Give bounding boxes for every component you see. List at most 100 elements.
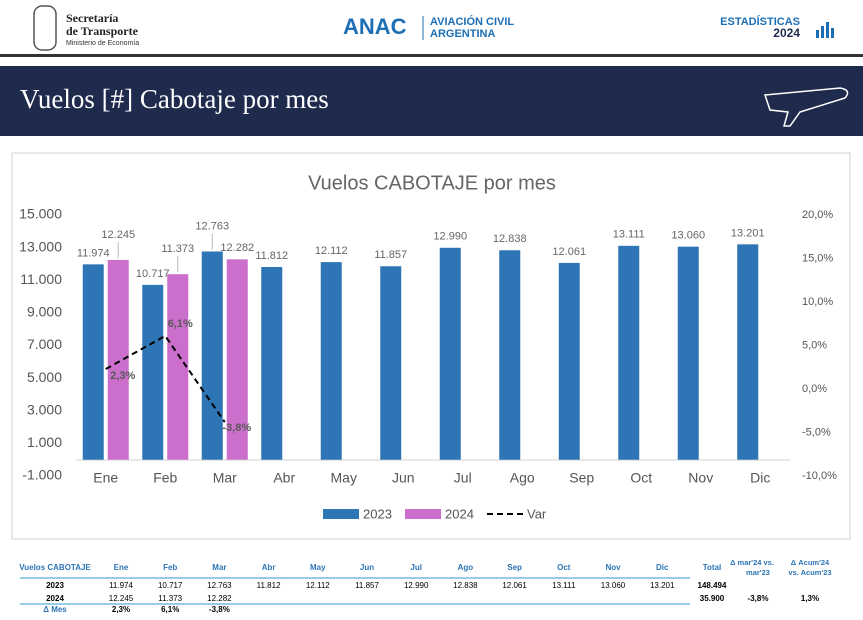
var-line [105, 334, 226, 423]
x-tick-label: May [331, 470, 357, 486]
legend-swatch [405, 509, 441, 519]
table-month: Feb [163, 563, 177, 572]
ministry-sub: Ministerio de Economía [66, 40, 139, 47]
total-2024: 35.900 [700, 594, 725, 603]
table-month: Mar [212, 563, 226, 572]
bar [201, 251, 223, 460]
header-rule [0, 54, 863, 57]
x-tick-label: Jun [392, 470, 415, 486]
y-tick-label: 13.000 [19, 238, 62, 254]
table-cell: 11.812 [257, 581, 281, 590]
x-tick-label: Abr [273, 470, 295, 486]
x-tick-label: Ago [510, 470, 535, 486]
bar [677, 246, 699, 460]
y-tick-label: 15.000 [19, 206, 62, 222]
table-cell: 12.990 [404, 581, 429, 590]
bar [107, 259, 129, 460]
bar [82, 264, 104, 460]
y-tick-label: -1.000 [22, 467, 62, 483]
y2-tick-label: 5,0% [802, 339, 827, 351]
x-tick-label: Dic [750, 470, 770, 486]
y-tick-label: 1.000 [27, 434, 62, 450]
data-label: 12.282 [220, 242, 254, 254]
data-label: 12.838 [493, 233, 527, 245]
table-cell: 12.763 [207, 581, 232, 590]
stats: ESTADÍSTICAS [720, 15, 800, 28]
ministry-line2: de Transporte [66, 24, 139, 38]
table-cell: 2,3% [112, 605, 130, 614]
acum-header: Δ Acum'24 [791, 558, 830, 567]
acum-2024: 1,3% [801, 594, 819, 603]
agency: ANAC [343, 14, 407, 39]
data-label: 11.974 [77, 247, 110, 259]
legend-label: Var [527, 506, 547, 521]
table-cell: 12.245 [109, 594, 134, 603]
bar [226, 259, 248, 460]
table-cell: 10.717 [158, 581, 183, 590]
data-label: 11.812 [255, 250, 288, 262]
delta-header: mar'23 [746, 568, 770, 577]
data-label: 13.111 [613, 229, 645, 241]
table-cell: 11.974 [109, 581, 133, 590]
data-label: 11.857 [374, 249, 407, 261]
x-tick-label: Jul [454, 470, 472, 486]
delta-2024: -3,8% [748, 594, 769, 603]
var-label: 2,3% [110, 370, 135, 382]
var-label: 6,1% [168, 318, 193, 330]
bar [167, 274, 189, 460]
data-label: 12.245 [101, 229, 135, 241]
data-label: 13.201 [731, 227, 765, 239]
table-row-label: 2023 [46, 581, 64, 590]
stats-year: 2024 [773, 26, 800, 40]
y2-tick-label: 10,0% [802, 296, 833, 308]
legend-label: 2024 [445, 506, 474, 521]
chart-title: Vuelos CABOTAJE por mes [308, 172, 556, 194]
table-month: Jun [360, 563, 374, 572]
plane-icon [763, 87, 849, 127]
table-row-label: 2024 [46, 594, 64, 603]
var-row-label: Δ Mes [43, 605, 67, 614]
y-tick-label: 9.000 [27, 304, 62, 320]
x-tick-label: Ene [93, 470, 118, 486]
bar [142, 284, 164, 460]
table-cell: 13.060 [601, 581, 626, 590]
y-tick-label: 11.000 [20, 271, 62, 287]
bar [261, 267, 283, 460]
table-month: Dic [656, 563, 669, 572]
stats-icon [816, 22, 834, 38]
y2-tick-label: 0,0% [802, 383, 827, 395]
data-label: 12.990 [433, 231, 467, 243]
legend-label: 2023 [363, 506, 392, 521]
table-month: Ene [114, 563, 129, 572]
acum-header: vs. Acum'23 [788, 568, 831, 577]
table-month: Sep [507, 563, 522, 572]
bar [439, 247, 461, 460]
bar [618, 245, 640, 460]
table-cell: -3,8% [209, 605, 230, 614]
table-cell: 6,1% [161, 605, 179, 614]
x-tick-label: Sep [569, 470, 594, 486]
table-label: Vuelos CABOTAJE [19, 563, 91, 572]
bar [499, 250, 521, 460]
data-label: 12.061 [552, 246, 586, 258]
total-header: Total [703, 563, 722, 572]
bar [737, 244, 759, 460]
table-month: Nov [605, 563, 621, 572]
agency-line1: AVIACIÓN CIVIL [430, 15, 514, 28]
table-cell: 12.112 [306, 581, 330, 590]
data-label: 12.112 [315, 245, 348, 257]
data-label: 10.717 [136, 268, 170, 280]
table-cell: 12.282 [207, 594, 232, 603]
var-label: -3,8% [222, 422, 251, 434]
agency-line2: ARGENTINA [430, 28, 495, 40]
table-month: Jul [410, 563, 422, 572]
table-cell: 12.061 [502, 581, 527, 590]
bar [320, 262, 342, 460]
y2-tick-label: 20,0% [802, 209, 833, 221]
coat-of-arms [33, 5, 57, 51]
total-2023: 148.494 [698, 581, 727, 590]
table-cell: 12.838 [453, 581, 478, 590]
ministry-line1: Secretaría [66, 11, 118, 25]
